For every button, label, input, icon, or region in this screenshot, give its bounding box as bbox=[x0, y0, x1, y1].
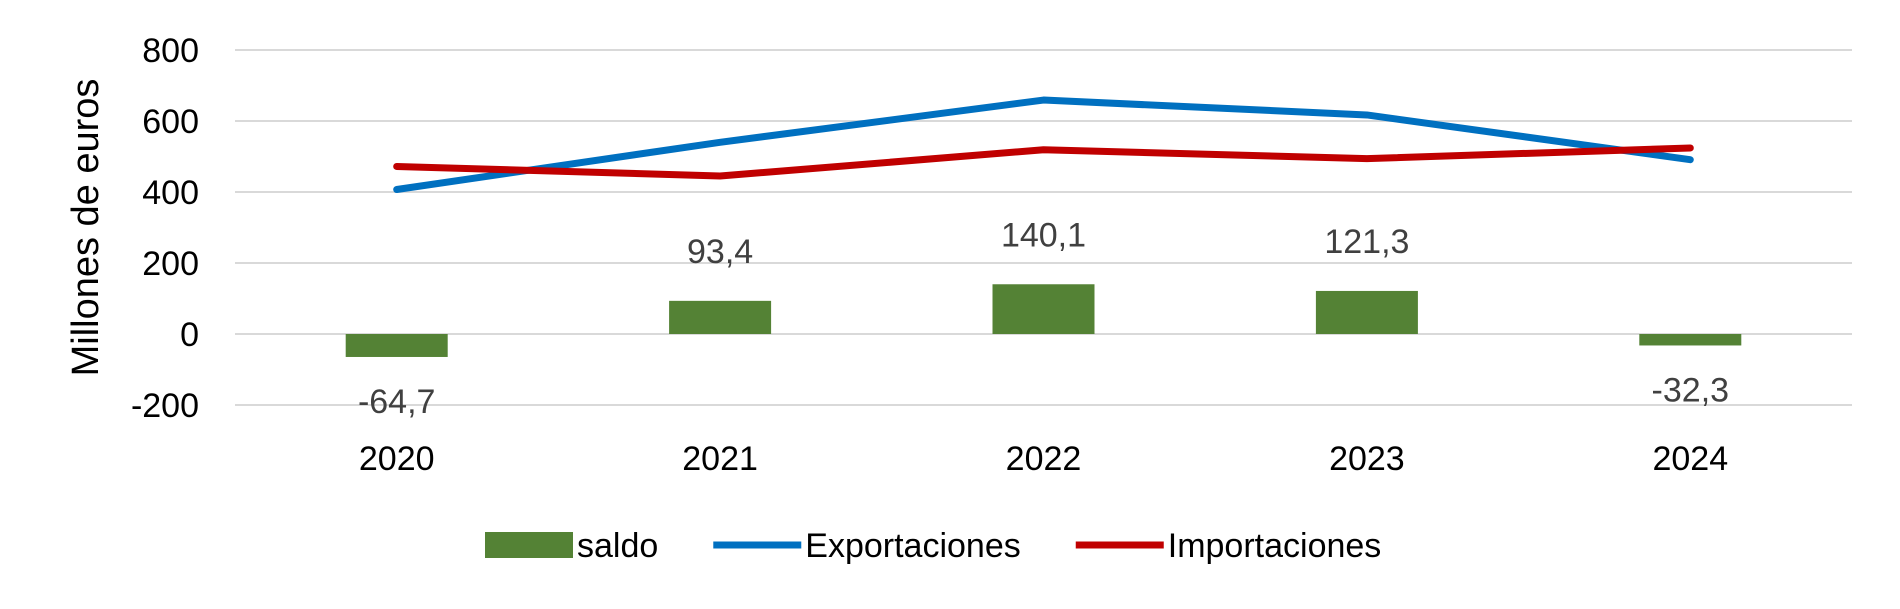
lines bbox=[393, 96, 1694, 194]
y-tick-label: 200 bbox=[142, 245, 199, 283]
bar-saldo bbox=[345, 334, 448, 357]
legend-swatch-saldo bbox=[485, 532, 573, 558]
y-tick-label: 600 bbox=[142, 103, 199, 141]
data-label-saldo: 121,3 bbox=[1324, 223, 1409, 261]
bar-saldo bbox=[1639, 334, 1742, 346]
x-tick-label: 2020 bbox=[359, 440, 435, 478]
gridlines bbox=[235, 49, 1852, 406]
legend-label-exportaciones: Exportaciones bbox=[805, 527, 1020, 565]
line-exportaciones bbox=[393, 96, 1694, 194]
bar-saldo bbox=[669, 300, 772, 334]
bar-saldo bbox=[1315, 290, 1418, 334]
y-tick-label: 400 bbox=[142, 174, 199, 212]
x-tick-label: 2023 bbox=[1329, 440, 1405, 478]
y-tick-label: 0 bbox=[180, 316, 199, 354]
line-importaciones bbox=[393, 144, 1694, 180]
data-label-saldo: -32,3 bbox=[1652, 371, 1730, 409]
y-axis-title: Millones de euros bbox=[65, 79, 107, 377]
legend-label-saldo: saldo bbox=[577, 527, 658, 565]
legend-label-importaciones: Importaciones bbox=[1168, 527, 1382, 565]
x-tick-label: 2021 bbox=[682, 440, 758, 478]
y-tick-label: -200 bbox=[131, 387, 199, 425]
bar-saldo bbox=[992, 284, 1095, 334]
x-tick-label: 2022 bbox=[1006, 440, 1082, 478]
data-labels: -64,7 93,4 140,1 121,3 -32,3 bbox=[358, 216, 1729, 421]
x-tick-label: 2024 bbox=[1652, 440, 1728, 478]
axis-ticks: -200 0 200 400 600 800 2020 2021 2022 2023 2024 bbox=[131, 32, 1728, 478]
data-label-saldo: 93,4 bbox=[687, 233, 753, 271]
data-label-saldo: 140,1 bbox=[1001, 216, 1086, 254]
bars-saldo bbox=[345, 284, 1742, 357]
legend: saldo Exportaciones Importaciones bbox=[485, 527, 1381, 565]
y-tick-label: 800 bbox=[142, 32, 199, 70]
data-label-saldo: -64,7 bbox=[358, 383, 436, 421]
